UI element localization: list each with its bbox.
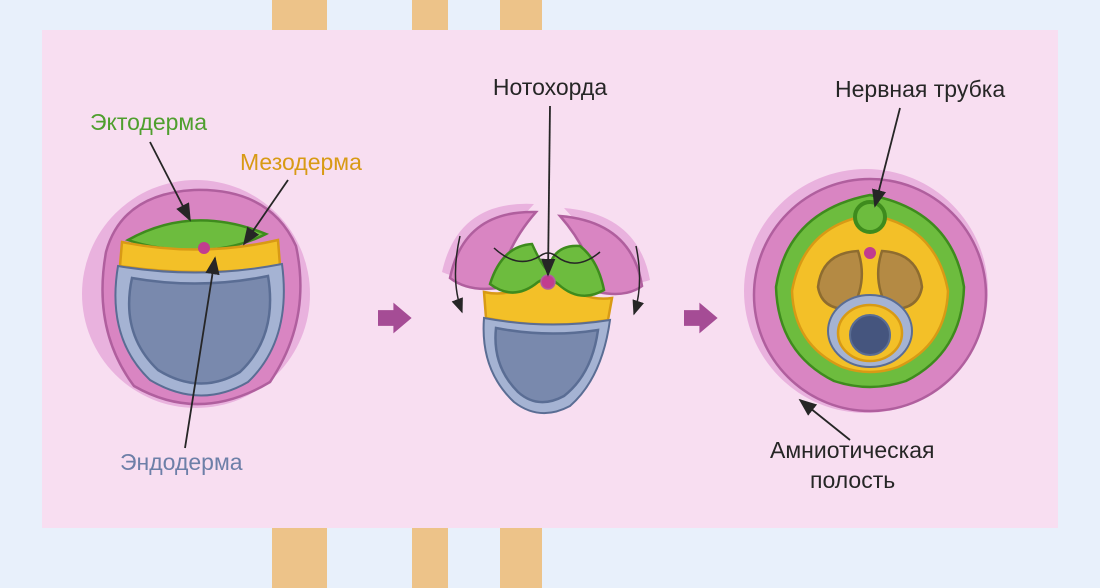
s1-dot [198, 242, 210, 254]
s3-notochord-dot [864, 247, 876, 259]
label-amniotic-line2: полость [810, 467, 895, 493]
label-neural-tube: Нервная трубка [835, 76, 1005, 102]
s3-neural-tube [855, 202, 885, 232]
label-endoderm: Эндодерма [120, 449, 243, 475]
diagram-svg: Эктодерма Мезодерма Эндодерма Нотохорда … [0, 0, 1100, 588]
diagram-canvas: Эктодерма Мезодерма Эндодерма Нотохорда … [0, 0, 1100, 588]
label-ectoderm: Эктодерма [90, 109, 207, 135]
label-amniotic-line1: Амниотическая [770, 437, 934, 463]
s2-notochord-dot [541, 275, 555, 289]
label-notochord: Нотохорда [493, 74, 607, 100]
label-mesoderm: Мезодерма [240, 149, 362, 175]
stage3 [744, 169, 988, 413]
s3-gut-cavity [850, 315, 890, 355]
